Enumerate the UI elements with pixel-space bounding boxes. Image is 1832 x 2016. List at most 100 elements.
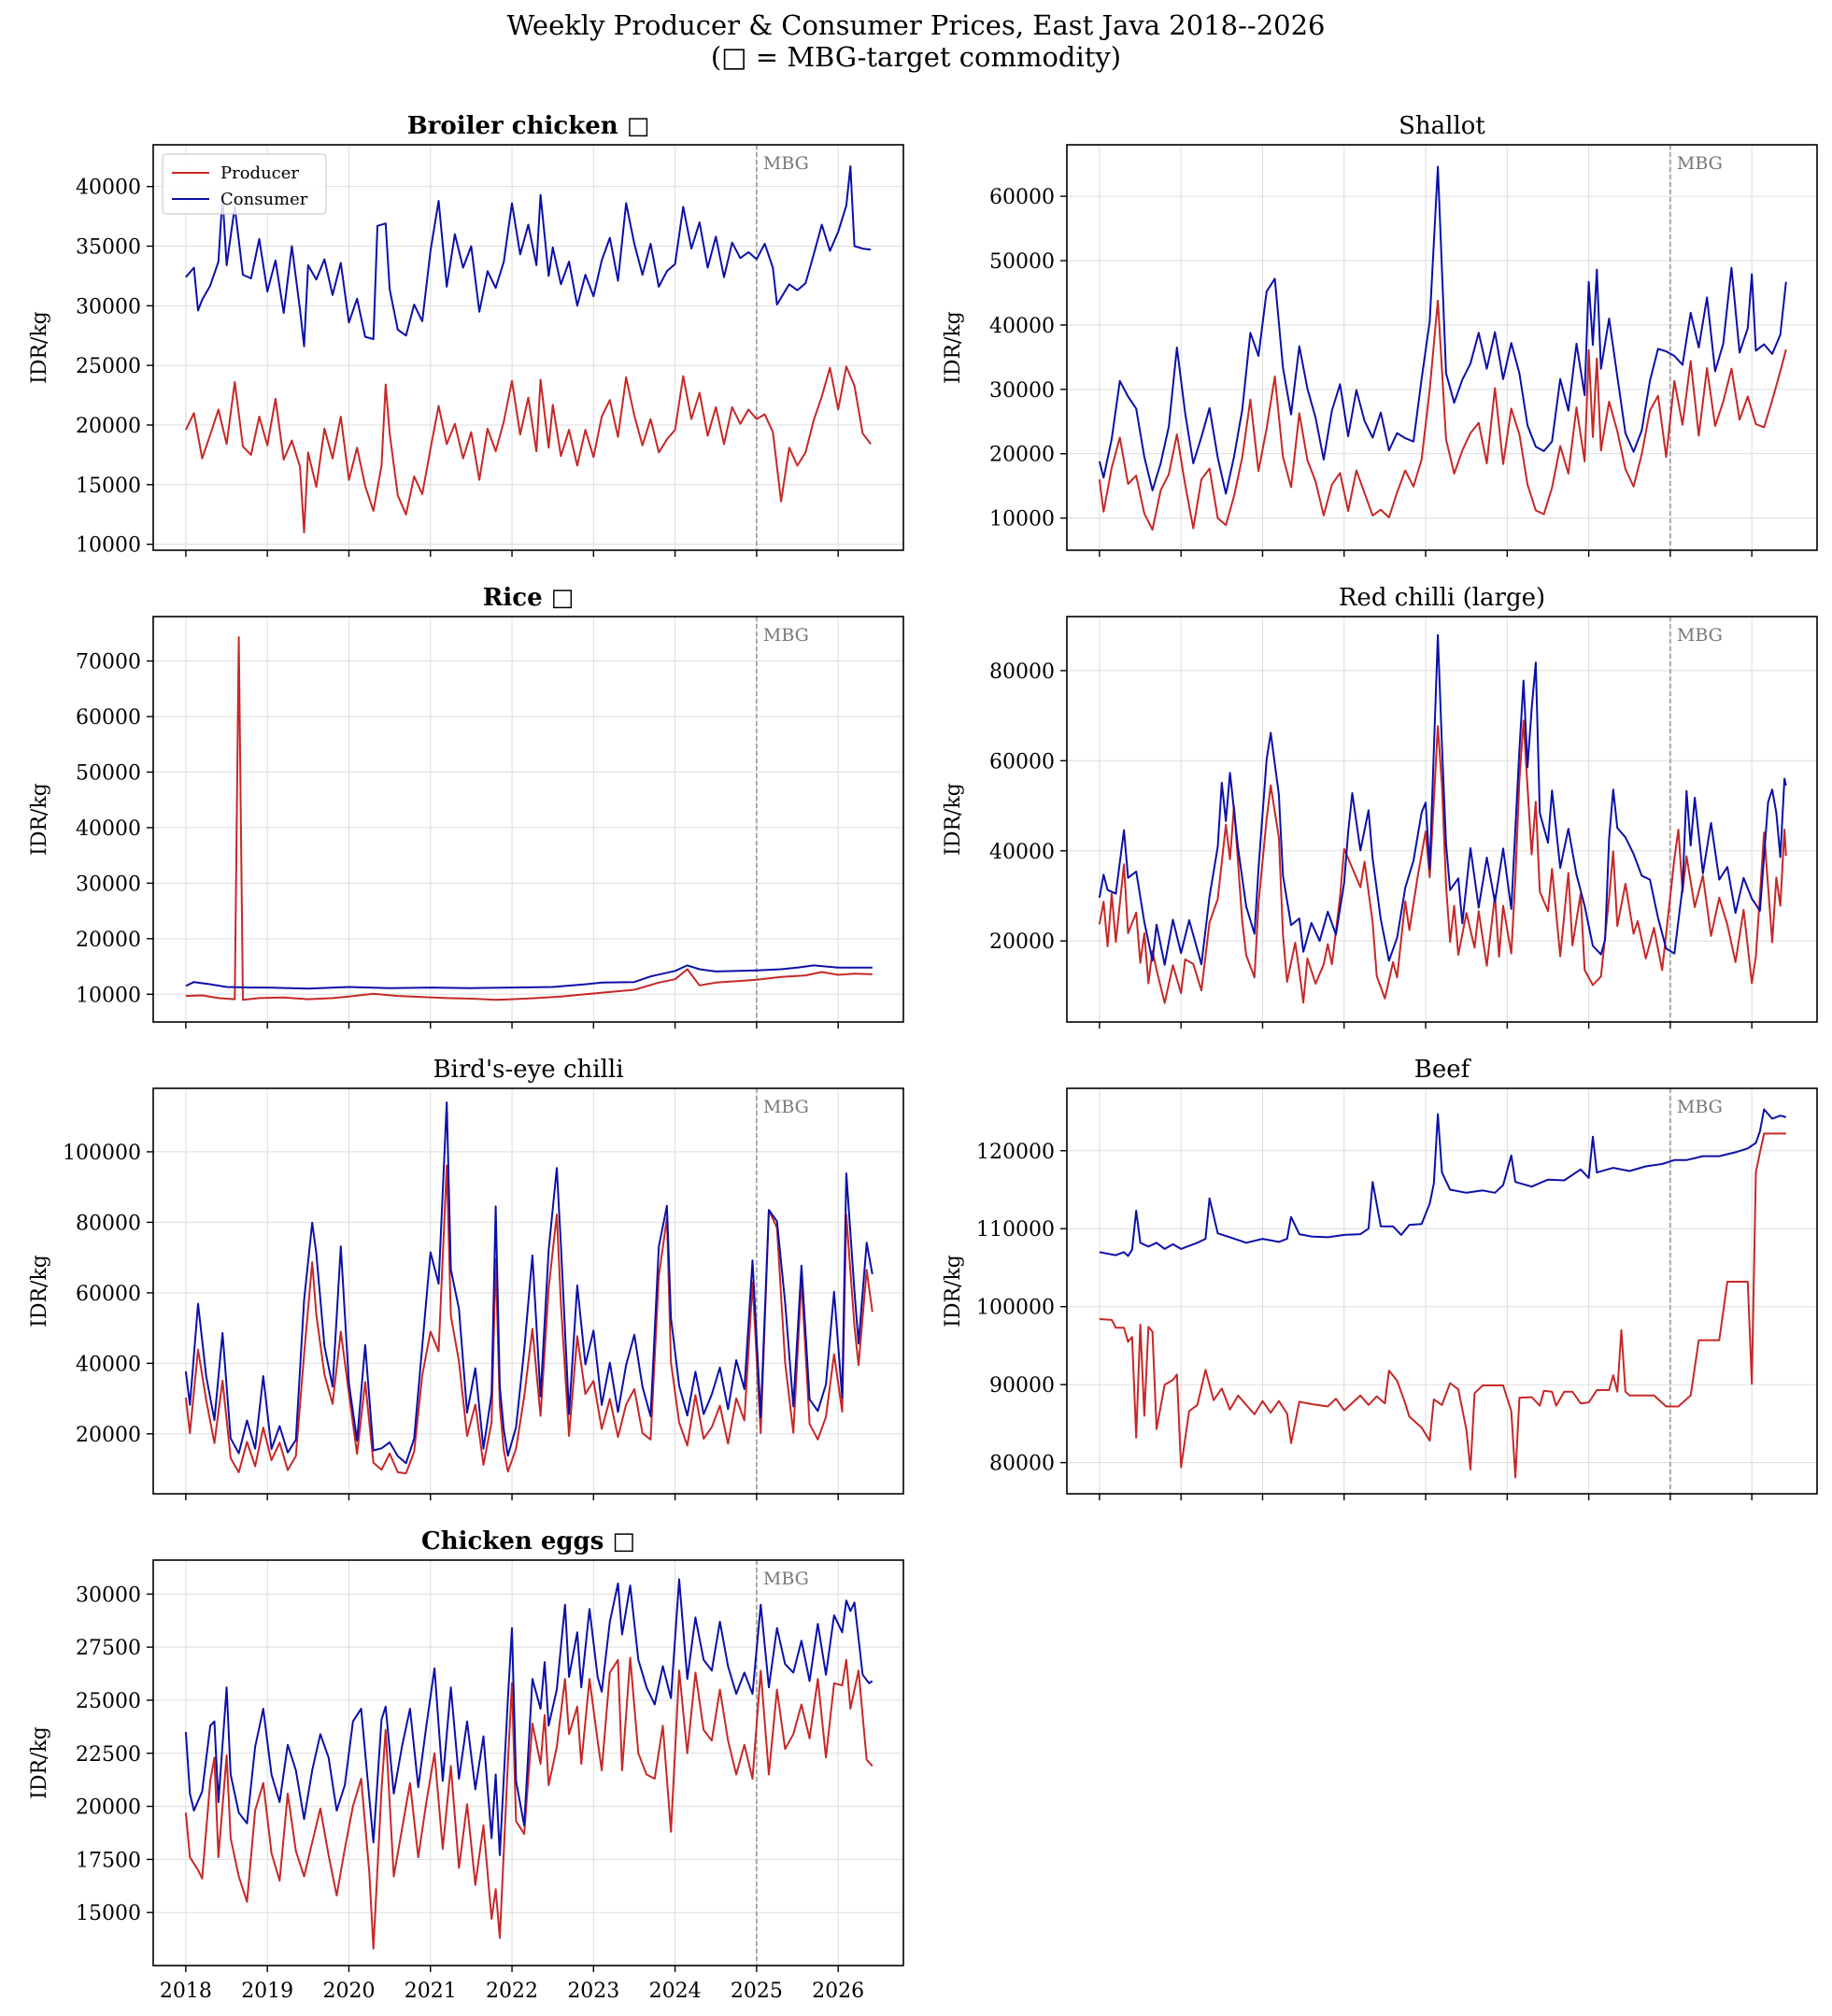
y-tick-label: 30000 — [76, 873, 141, 896]
y-tick-label: 120000 — [976, 1141, 1055, 1164]
y-tick-label: 40000 — [76, 177, 141, 200]
y-tick-label: 50000 — [76, 761, 141, 785]
chart-title: Chicken eggs □ — [421, 1527, 635, 1555]
y-tick-label: 35000 — [76, 236, 141, 260]
y-tick-label: 20000 — [76, 415, 141, 438]
chart-panel-1: MBG 10000 15000 20000 25000 30000 35000 40000 Br… — [28, 112, 904, 558]
y-tick-label: 80000 — [989, 660, 1055, 684]
y-tick-label: 20000 — [76, 1424, 141, 1447]
y-tick-label: 80000 — [989, 1453, 1055, 1476]
y-tick-label: 90000 — [989, 1374, 1055, 1398]
series-line-producer — [1098, 719, 1787, 1004]
series-line-consumer — [184, 1578, 873, 1856]
chart-panel-2: MBG 10000 20000 30000 40000 50000 60000 Shallot… — [942, 112, 1818, 557]
y-tick-label: 40000 — [989, 841, 1055, 864]
series-line-producer — [1098, 299, 1787, 531]
chart-panel-6: MBG 80000 90000 100000 110000 120000 Beef IDR/k… — [942, 1056, 1818, 1500]
x-tick-label: 2019 — [241, 1980, 293, 2003]
series-line-producer — [1099, 1132, 1786, 1479]
series-line-consumer — [185, 165, 872, 348]
y-axis-label: IDR/kg — [28, 1255, 51, 1327]
y-tick-label: 10000 — [76, 534, 141, 558]
x-tick-label: 2022 — [486, 1980, 538, 2003]
mbg-label: MBG — [1677, 625, 1723, 646]
chart-panel-4: MBG 20000 40000 60000 80000 Red chilli (large… — [942, 584, 1818, 1029]
x-tick-label: 2023 — [567, 1980, 619, 2003]
x-tick-label: 2020 — [322, 1980, 375, 2003]
series-line-consumer — [185, 964, 873, 990]
series-line-producer — [184, 1164, 873, 1475]
x-tick-label: 2018 — [160, 1980, 212, 2003]
y-tick-label: 20000 — [76, 929, 141, 952]
y-tick-label: 60000 — [76, 1283, 141, 1306]
y-axis-label: IDR/kg — [942, 783, 965, 856]
y-axis-label: IDR/kg — [942, 1255, 965, 1327]
y-tick-label: 30000 — [989, 379, 1055, 403]
mbg-label: MBG — [763, 153, 809, 174]
axes-frame — [152, 616, 904, 1023]
y-tick-label: 17500 — [76, 1849, 141, 1872]
y-tick-label: 40000 — [76, 1353, 141, 1376]
mbg-label: MBG — [1677, 153, 1723, 174]
y-axis-label: IDR/kg — [28, 311, 51, 384]
y-tick-label: 60000 — [989, 186, 1055, 209]
y-tick-label: 10000 — [76, 984, 141, 1007]
y-tick-label: 15000 — [76, 475, 141, 498]
y-axis-label: IDR/kg — [28, 1726, 51, 1799]
series-line-consumer — [1099, 1108, 1787, 1257]
y-tick-label: 20000 — [76, 1796, 141, 1820]
figure-title: Weekly Producer & Consumer Prices, East … — [506, 9, 1326, 41]
series-line-consumer — [1098, 633, 1787, 966]
x-tick-label: 2021 — [405, 1980, 457, 2003]
y-tick-label: 30000 — [76, 1583, 141, 1607]
mbg-label: MBG — [1677, 1097, 1723, 1117]
series-line-producer — [185, 636, 873, 1001]
y-tick-label: 40000 — [989, 315, 1055, 338]
chart-title: Beef — [1414, 1056, 1472, 1084]
mbg-label: MBG — [763, 1097, 809, 1117]
y-tick-label: 15000 — [76, 1902, 141, 1925]
y-tick-label: 30000 — [76, 295, 141, 319]
y-tick-label: 100000 — [63, 1142, 141, 1165]
series-line-consumer — [1098, 165, 1787, 495]
chart-title: Red chilli (large) — [1339, 584, 1545, 612]
y-tick-label: 22500 — [76, 1743, 141, 1767]
x-tick-label: 2026 — [812, 1980, 864, 2003]
y-tick-label: 60000 — [989, 750, 1055, 774]
mbg-label: MBG — [763, 625, 809, 646]
y-tick-label: 50000 — [989, 250, 1055, 274]
series-line-producer — [184, 1656, 873, 1950]
chart-title: Broiler chicken □ — [407, 112, 650, 140]
chart-panel-3: MBG 10000 20000 30000 40000 50000 60000 70000 Ri… — [28, 584, 904, 1029]
legend-label-producer: Producer — [220, 163, 299, 183]
axes-frame — [1066, 144, 1818, 551]
y-tick-label: 20000 — [989, 930, 1055, 954]
legend-label-consumer: Consumer — [220, 190, 308, 209]
chart-panel-5: MBG 20000 40000 60000 80000 100000 Bird's-eye … — [28, 1056, 904, 1500]
y-tick-label: 27500 — [76, 1637, 141, 1660]
series-line-consumer — [184, 1101, 873, 1465]
y-tick-label: 25000 — [76, 355, 141, 378]
figure-subtitle: (□ = MBG-target commodity) — [710, 41, 1122, 73]
axes-frame — [152, 144, 904, 551]
axes-frame — [1066, 616, 1818, 1023]
series-line-producer — [185, 365, 872, 533]
axes-frame — [152, 1559, 904, 1966]
mbg-label: MBG — [763, 1569, 809, 1589]
chart-title: Shallot — [1399, 112, 1485, 140]
y-tick-label: 40000 — [76, 817, 141, 841]
y-axis-label: IDR/kg — [28, 783, 51, 856]
y-tick-label: 70000 — [76, 651, 141, 674]
chart-title: Bird's-eye chilli — [433, 1056, 623, 1084]
y-tick-label: 10000 — [989, 508, 1055, 532]
x-tick-label: 2025 — [731, 1980, 783, 2003]
axes-frame — [1066, 1087, 1818, 1495]
y-tick-label: 110000 — [976, 1218, 1055, 1242]
x-tick-label: 2024 — [649, 1980, 702, 2003]
y-tick-label: 80000 — [76, 1212, 141, 1235]
chart-panel-7: MBG 15000 17500 20000 22500 25000 27500 30000 20… — [28, 1527, 904, 2003]
y-tick-label: 100000 — [976, 1297, 1055, 1320]
y-tick-label: 25000 — [76, 1690, 141, 1713]
y-tick-label: 60000 — [76, 706, 141, 730]
